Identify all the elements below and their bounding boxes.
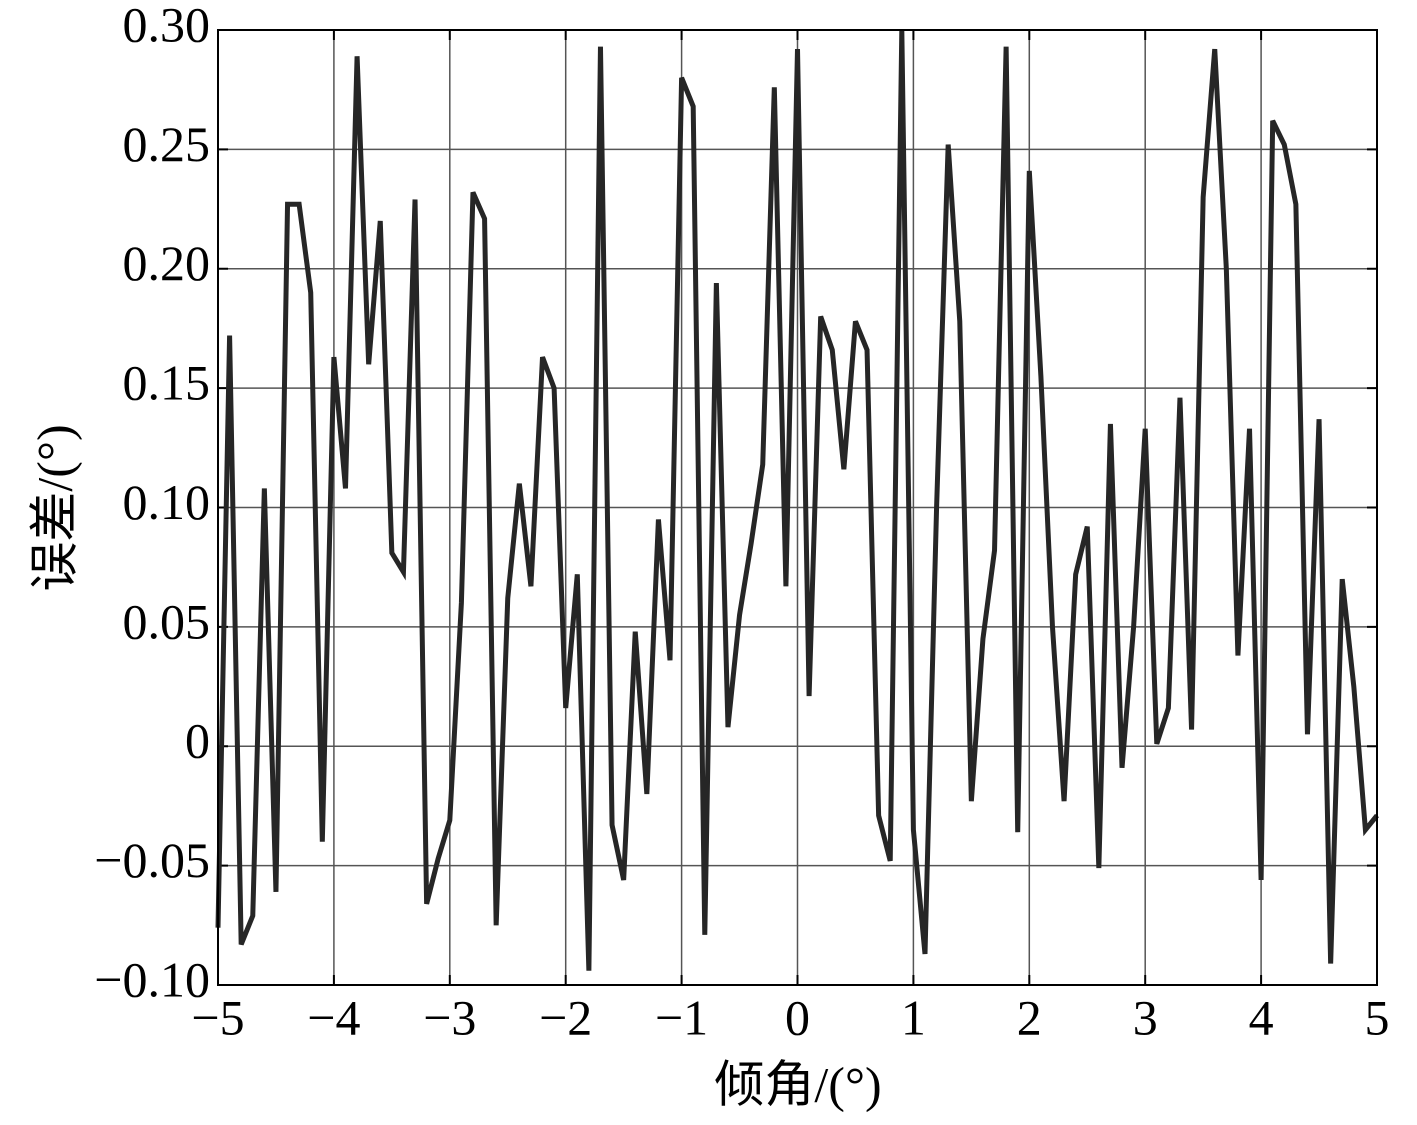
x-tick-label: 0 (785, 989, 810, 1045)
y-tick-label: 0.20 (123, 235, 211, 291)
x-tick-label: 1 (901, 989, 926, 1045)
x-tick-label: 5 (1365, 989, 1390, 1045)
data-line (215, 29, 1379, 971)
x-tick-label: −4 (307, 989, 360, 1045)
x-tick-label: −3 (423, 989, 476, 1045)
x-tick-label: 4 (1249, 989, 1274, 1045)
y-tick-label: −0.10 (94, 951, 210, 1007)
y-tick-label: 0.15 (123, 355, 211, 411)
x-tick-label: −5 (191, 989, 244, 1045)
y-tick-label: 0.25 (123, 116, 211, 172)
x-axis-label: 倾角/(°) (714, 1056, 881, 1112)
y-axis-label: 误差/(°) (26, 424, 82, 591)
x-tick-label: −2 (539, 989, 592, 1045)
x-tick-label: 3 (1133, 989, 1158, 1045)
x-tick-label: −1 (655, 989, 708, 1045)
plot-frame (217, 29, 1378, 986)
x-tick-label: 2 (1017, 989, 1042, 1045)
y-tick-label: 0.30 (123, 0, 211, 52)
y-tick-label: −0.05 (94, 832, 210, 888)
y-tick-label: 0.10 (123, 474, 211, 530)
y-tick-label: 0 (185, 713, 210, 769)
y-tick-label: 0.05 (123, 593, 211, 649)
